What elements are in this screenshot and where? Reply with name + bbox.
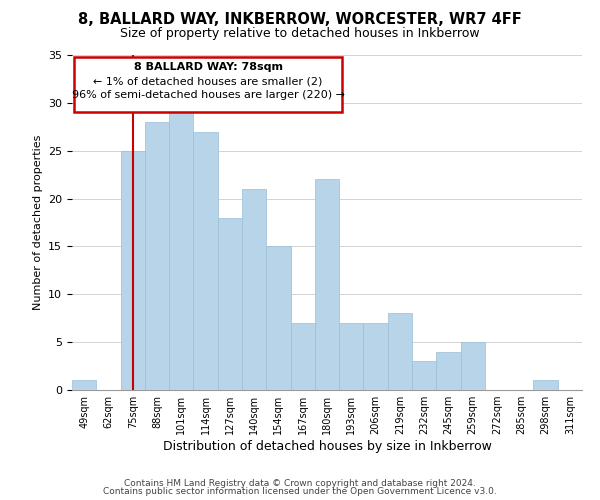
Bar — [436, 352, 461, 390]
FancyBboxPatch shape — [74, 57, 341, 112]
Text: ← 1% of detached houses are smaller (2): ← 1% of detached houses are smaller (2) — [94, 76, 323, 86]
Bar — [339, 323, 364, 390]
Bar — [169, 112, 193, 390]
Bar — [533, 380, 558, 390]
Bar — [290, 323, 315, 390]
Bar — [266, 246, 290, 390]
Text: 8, BALLARD WAY, INKBERROW, WORCESTER, WR7 4FF: 8, BALLARD WAY, INKBERROW, WORCESTER, WR… — [78, 12, 522, 28]
Bar — [72, 380, 96, 390]
Bar — [315, 180, 339, 390]
Bar — [218, 218, 242, 390]
Text: 96% of semi-detached houses are larger (220) →: 96% of semi-detached houses are larger (… — [71, 90, 344, 101]
Bar — [412, 362, 436, 390]
Text: Contains HM Land Registry data © Crown copyright and database right 2024.: Contains HM Land Registry data © Crown c… — [124, 478, 476, 488]
Y-axis label: Number of detached properties: Number of detached properties — [32, 135, 43, 310]
Text: Size of property relative to detached houses in Inkberrow: Size of property relative to detached ho… — [120, 28, 480, 40]
Bar — [388, 314, 412, 390]
Text: Contains public sector information licensed under the Open Government Licence v3: Contains public sector information licen… — [103, 487, 497, 496]
X-axis label: Distribution of detached houses by size in Inkberrow: Distribution of detached houses by size … — [163, 440, 491, 453]
Bar — [193, 132, 218, 390]
Bar — [242, 189, 266, 390]
Bar — [461, 342, 485, 390]
Bar — [145, 122, 169, 390]
Text: 8 BALLARD WAY: 78sqm: 8 BALLARD WAY: 78sqm — [133, 62, 283, 72]
Bar — [364, 323, 388, 390]
Bar — [121, 150, 145, 390]
